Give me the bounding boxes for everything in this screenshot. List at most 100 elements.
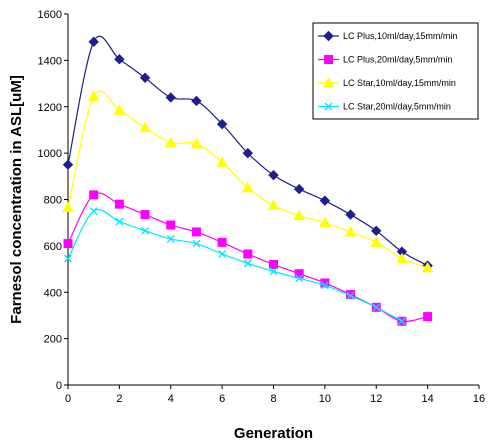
data-point xyxy=(192,239,201,248)
y-tick-label: 1200 xyxy=(38,102,62,114)
data-point xyxy=(218,250,227,258)
data-point xyxy=(190,137,203,149)
data-point xyxy=(269,267,278,276)
series-line xyxy=(67,209,403,322)
data-point xyxy=(216,156,228,167)
marker-stroke xyxy=(397,317,406,326)
marker-stroke xyxy=(64,254,72,263)
data-point xyxy=(166,234,175,243)
data-point xyxy=(62,201,74,213)
marker-stroke xyxy=(372,303,381,312)
data-point xyxy=(115,217,124,226)
x-tick-label: 8 xyxy=(270,393,276,405)
data-point xyxy=(166,220,176,230)
data-point xyxy=(293,183,305,195)
marker-stroke xyxy=(295,274,304,283)
data-point xyxy=(423,312,433,322)
data-point xyxy=(294,269,304,279)
data-point xyxy=(191,227,201,237)
legend-item: LC Plus,10ml/day,15mm/min xyxy=(318,30,457,42)
y-tick-label: 0 xyxy=(56,380,62,392)
legend-label: LC Star,10ml/day,15mm/min xyxy=(343,78,456,88)
data-point xyxy=(141,226,150,235)
data-point xyxy=(191,95,202,107)
legend: LC Plus,10ml/day,15mm/min LC Plus,20ml/da… xyxy=(312,22,479,120)
marker-stroke xyxy=(320,281,329,290)
data-point xyxy=(62,159,74,170)
legend-marker xyxy=(323,30,334,42)
y-axis-title: Farnesol concentration in ASL[uM] xyxy=(8,75,25,324)
data-point xyxy=(345,209,356,220)
data-point xyxy=(139,121,151,133)
data-point xyxy=(320,281,329,290)
data-point xyxy=(243,259,252,268)
data-point xyxy=(295,274,304,283)
data-point xyxy=(140,210,150,220)
data-point xyxy=(371,225,382,237)
data-point xyxy=(346,291,355,300)
x-tick-label: 12 xyxy=(370,393,382,405)
y-tick-label: 1600 xyxy=(38,9,62,21)
data-point xyxy=(372,303,381,312)
legend-item: LC Plus,20ml/day,5mm/min xyxy=(318,55,452,65)
x-tick-label: 16 xyxy=(473,393,485,405)
data-point xyxy=(114,54,125,65)
y-tick-label: 200 xyxy=(44,334,62,346)
data-point xyxy=(344,225,357,237)
x-axis-ticks: 0 2 4 6 8 10 12 14 16 xyxy=(65,385,485,405)
data-point xyxy=(241,181,254,193)
data-point xyxy=(421,261,434,273)
data-point xyxy=(164,136,177,148)
data-point xyxy=(114,199,124,209)
legend-item: LC Star,20ml/day,5mm/min xyxy=(318,102,451,112)
y-tick-label: 1000 xyxy=(38,148,62,160)
legend-label: LC Plus,20ml/day,5mm/min xyxy=(343,55,452,65)
y-tick-label: 1400 xyxy=(38,55,62,67)
data-point xyxy=(319,216,331,228)
data-point xyxy=(243,249,253,259)
data-point xyxy=(139,72,151,83)
data-point xyxy=(242,147,254,159)
x-tick-label: 6 xyxy=(219,393,225,405)
y-tick-label: 800 xyxy=(44,195,62,207)
data-point xyxy=(88,36,99,48)
marker-stroke xyxy=(324,102,333,111)
marker-stroke xyxy=(346,291,355,300)
marker-stroke xyxy=(192,239,201,248)
legend-item: LC Star,10ml/day,15mm/min xyxy=(318,76,456,88)
legend-marker xyxy=(324,102,333,111)
x-tick-label: 10 xyxy=(319,393,331,405)
data-point xyxy=(113,104,126,115)
marker-stroke xyxy=(218,250,227,258)
data-point xyxy=(267,199,280,210)
x-tick-label: 0 xyxy=(65,393,71,405)
legend-marker xyxy=(324,55,333,64)
data-point xyxy=(370,236,383,247)
axes: 0 200 400 600 800 1000 1200 1400 1600 0 2 4 6 8 10 12 1… xyxy=(38,9,486,405)
y-axis-ticks: 0 200 400 600 800 1000 1200 1400 1600 xyxy=(38,9,68,392)
data-point xyxy=(216,118,228,130)
marker-stroke xyxy=(141,226,150,235)
x-axis-title: Generation xyxy=(234,425,313,442)
data-point xyxy=(64,254,72,263)
legend-label: LC Plus,10ml/day,15mm/min xyxy=(343,31,457,41)
data-point xyxy=(89,190,99,200)
x-tick-label: 2 xyxy=(116,393,122,405)
marker-stroke xyxy=(243,259,252,268)
x-tick-label: 4 xyxy=(168,393,174,405)
data-point xyxy=(217,237,227,247)
legend-box xyxy=(312,22,479,120)
data-point xyxy=(269,259,278,269)
marker-stroke xyxy=(166,234,175,243)
data-point xyxy=(397,317,406,326)
data-point xyxy=(320,278,330,288)
marker-stroke xyxy=(269,267,278,276)
data-point xyxy=(268,169,279,181)
y-tick-label: 600 xyxy=(44,241,62,253)
data-point xyxy=(87,90,100,101)
x-tick-label: 14 xyxy=(422,393,434,405)
data-point xyxy=(63,239,73,249)
marker-stroke xyxy=(89,207,98,216)
legend-marker xyxy=(322,76,335,88)
